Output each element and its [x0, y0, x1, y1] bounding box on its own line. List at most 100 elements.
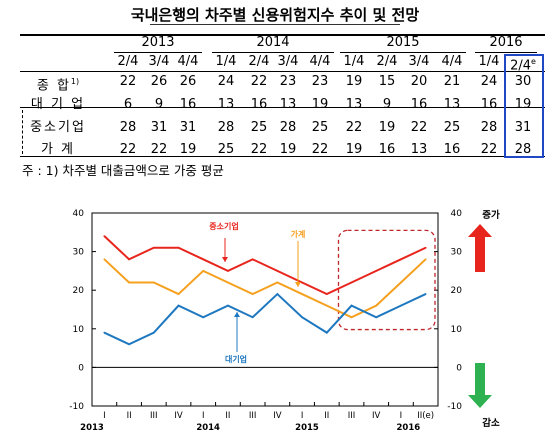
header-bottom-rule: [20, 71, 545, 72]
data-point: [276, 293, 279, 295]
table-cell: 16: [443, 142, 461, 157]
year-header: 2014: [256, 35, 290, 50]
x-tick-label: I: [202, 411, 205, 421]
table-cell: 19: [179, 142, 197, 157]
quarter-header: 2/4: [376, 54, 398, 69]
data-point: [325, 331, 328, 334]
data-point: [424, 293, 427, 295]
table-cell: 28: [217, 120, 235, 135]
credit-risk-table: 2013 2014 2015 2016 2/4 3/4 4/4 1/4 2/4 3/4 4/4 1/4…: [0, 0, 550, 170]
data-point: [202, 258, 205, 261]
row-label: 중소기업: [30, 120, 86, 135]
data-point: [301, 293, 303, 295]
subcategory-bracket: [22, 110, 23, 154]
data-point: [103, 258, 106, 261]
y-tick-label: 40: [73, 209, 85, 219]
table-top-rule: [20, 34, 545, 36]
table-cell: 16: [179, 97, 197, 112]
x-tick-label: III: [249, 411, 257, 421]
row-label: 종 합1): [36, 77, 80, 94]
table-cell: 15: [378, 74, 396, 89]
data-point: [325, 293, 328, 295]
x-year-label: 2015: [295, 423, 319, 433]
table-cell: 21: [443, 74, 461, 89]
table-cell: 13: [217, 97, 235, 112]
decrease-arrow-icon: [468, 363, 492, 408]
year-underline: [114, 52, 202, 53]
quarter-header: 4/4: [309, 54, 331, 69]
table-bottom-rule: [20, 156, 545, 157]
forecast-highlight-box: [504, 54, 544, 158]
table-cell: 25: [443, 120, 461, 135]
quarter-header: 4/4: [177, 54, 199, 69]
data-point: [301, 316, 303, 319]
increase-label: 증가: [482, 209, 500, 221]
data-point: [400, 258, 402, 261]
data-point: [375, 270, 378, 272]
y-tick-label-right: -10: [447, 402, 462, 412]
table-cell: 20: [410, 74, 428, 89]
y-tick-label: 20: [73, 286, 85, 296]
table-cell: 6: [123, 97, 133, 112]
data-point: [227, 270, 229, 272]
data-point: [128, 258, 130, 261]
page-title: 국내은행의 차주별 신용위험지수 추이 및 전망: [130, 6, 420, 24]
table-cell: 28: [480, 120, 498, 135]
x-tick-label: II: [127, 411, 132, 421]
series-line: [103, 235, 427, 296]
year-header: 2015: [386, 35, 420, 50]
table-cell: 22: [250, 142, 268, 157]
data-point: [350, 316, 353, 319]
quarter-header: 2/4: [117, 54, 139, 69]
x-tick-label: II: [225, 411, 230, 421]
table-cell: 19: [514, 97, 532, 112]
quarter-header: 1/4: [478, 54, 500, 69]
data-point: [375, 304, 378, 307]
series-label: 대기업: [225, 354, 247, 364]
year-underline: [475, 52, 537, 53]
table-cell: 22: [311, 142, 329, 157]
x-tick-label: I: [103, 411, 106, 421]
data-point: [152, 331, 155, 334]
data-point: [177, 293, 180, 295]
quarter-header: 3/4: [148, 54, 170, 69]
table-cell: 23: [311, 74, 329, 89]
data-point: [177, 246, 180, 249]
x-year-label: 2016: [397, 423, 421, 433]
table-cell: 25: [311, 120, 329, 135]
forecast-highlight-dashed-box: [337, 229, 436, 331]
x-tick-label: III: [150, 411, 158, 421]
data-point: [375, 316, 378, 319]
x-tick-label: II(e): [417, 411, 434, 421]
y-tick-label-right: 20: [451, 286, 463, 296]
data-point: [325, 304, 328, 307]
plot-frame: [91, 212, 439, 407]
table-cell: 22: [345, 120, 363, 135]
quarter-header: 1/4: [215, 54, 237, 69]
series-label-arrowhead: [295, 282, 301, 287]
year-header: 2013: [141, 35, 175, 50]
series-label: 중소기업: [209, 221, 238, 231]
data-point: [227, 304, 229, 307]
series-label-arrowhead: [234, 312, 240, 317]
data-point: [152, 281, 155, 284]
table-cell: 19: [345, 74, 363, 89]
row-label: 대 기 업: [30, 97, 86, 112]
data-point: [350, 281, 353, 284]
table-cell: 28: [279, 120, 297, 135]
quarter-header: 2/4e: [510, 57, 536, 74]
table-cell: 22: [250, 74, 268, 89]
table-cell: 22: [480, 142, 498, 157]
quarter-header: 3/4: [277, 54, 299, 69]
table-cell: 24: [480, 74, 498, 89]
x-tick-label: IV: [174, 411, 183, 421]
x-tick-label: IV: [372, 411, 381, 421]
year-underline: [340, 52, 466, 53]
data-point: [202, 270, 205, 272]
x-tick-label: I: [400, 411, 403, 421]
table-cell: 26: [150, 74, 168, 89]
y-tick-label: 30: [73, 248, 85, 258]
table-cell: 24: [217, 74, 235, 89]
data-point: [251, 293, 254, 295]
